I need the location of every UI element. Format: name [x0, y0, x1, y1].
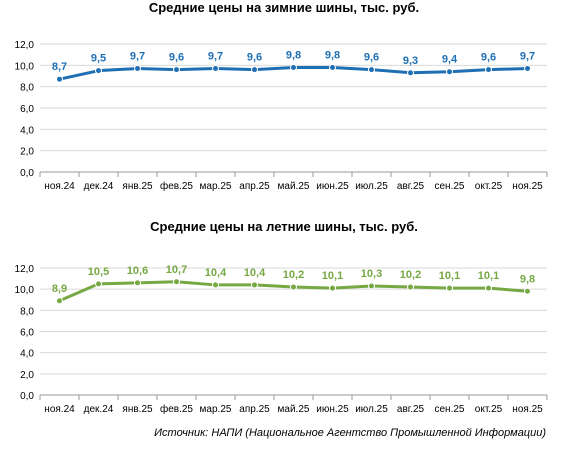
summer-x-tick-label: авг.25: [397, 404, 425, 415]
summer-data-label: 10,4: [205, 267, 227, 279]
summer-data-label: 10,5: [88, 266, 109, 278]
summer-data-point: [290, 283, 297, 291]
summer-data-label: 9,8: [520, 273, 535, 285]
winter-data-point: [446, 68, 453, 76]
summer-y-tick-label: 2,0: [20, 370, 34, 381]
winter-x-tick-label: мар.25: [200, 181, 232, 192]
winter-data-point: [56, 75, 63, 83]
winter-data-label: 9,3: [403, 55, 418, 67]
summer-x-tick-label: ноя.24: [44, 404, 75, 415]
summer-data-label: 10,6: [127, 265, 148, 277]
summer-x-tick-label: дек.24: [84, 404, 114, 415]
summer-x-tick-label: ноя.25: [512, 404, 543, 415]
winter-x-tick-label: июн.25: [316, 181, 349, 192]
winter-data-label: 9,5: [91, 53, 106, 65]
winter-x-tick-label: май.25: [278, 181, 310, 192]
summer-y-tick-label: 12,0: [15, 264, 35, 275]
summer-data-point: [446, 284, 453, 292]
winter-data-point: [524, 65, 531, 73]
winter-data-label: 9,8: [325, 49, 340, 61]
summer-x-tick-label: май.25: [278, 404, 310, 415]
winter-y-tick-label: 4,0: [20, 125, 34, 136]
summer-x-tick-label: июл.25: [355, 404, 388, 415]
summer-x-tick-label: мар.25: [200, 404, 232, 415]
winter-data-point: [95, 67, 102, 75]
summer-y-tick-label: 0,0: [20, 391, 34, 402]
winter-x-tick-label: дек.24: [84, 181, 114, 192]
source-note: Источник: НАПИ (Национальное Агентство П…: [154, 427, 546, 439]
summer-x-tick-label: янв.25: [122, 404, 153, 415]
summer-y-tick-label: 6,0: [20, 328, 34, 339]
summer-data-label: 8,9: [52, 283, 67, 295]
summer-x-tick-label: сен.25: [435, 404, 465, 415]
summer-data-point: [368, 282, 375, 290]
summer-data-label: 10,3: [361, 268, 382, 280]
summer-data-point: [134, 279, 141, 287]
winter-data-point: [134, 65, 141, 73]
summer-x-tick-label: окт.25: [475, 404, 503, 415]
summer-data-point: [329, 284, 336, 292]
winter-y-tick-label: 0,0: [20, 168, 34, 179]
winter-data-point: [329, 63, 336, 71]
winter-data-label: 9,6: [169, 52, 184, 64]
winter-x-tick-label: ноя.25: [512, 181, 543, 192]
winter-y-tick-label: 12,0: [15, 40, 35, 51]
winter-x-tick-label: апр.25: [239, 181, 270, 192]
summer-data-point: [95, 280, 102, 288]
summer-data-label: 10,2: [400, 269, 421, 281]
winter-x-tick-label: сен.25: [435, 181, 465, 192]
winter-data-point: [173, 66, 180, 74]
winter-x-tick-label: авг.25: [397, 181, 425, 192]
summer-x-tick-label: июн.25: [316, 404, 349, 415]
winter-y-tick-label: 10,0: [15, 61, 35, 72]
summer-data-point: [485, 284, 492, 292]
summer-data-point: [56, 297, 63, 305]
winter-x-tick-label: окт.25: [475, 181, 503, 192]
summer-y-tick-label: 8,0: [20, 306, 34, 317]
summer-data-label: 10,1: [322, 270, 343, 282]
summer-data-label: 10,1: [478, 270, 499, 282]
winter-data-label: 9,8: [286, 49, 301, 61]
winter-data-point: [290, 63, 297, 71]
summer-data-point: [251, 281, 258, 289]
summer-data-label: 10,7: [166, 264, 187, 276]
winter-data-point: [251, 66, 258, 74]
winter-data-point: [368, 66, 375, 74]
winter-x-tick-label: июл.25: [355, 181, 388, 192]
winter-y-tick-label: 8,0: [20, 83, 34, 94]
winter-x-tick-label: янв.25: [122, 181, 153, 192]
summer-x-tick-label: фев.25: [160, 403, 193, 415]
winter-data-label: 9,7: [208, 51, 223, 63]
summer-data-point: [407, 283, 414, 291]
winter-chart-title: Средние цены на зимние шины, тыс. руб.: [148, 0, 420, 15]
winter-data-label: 9,7: [130, 51, 145, 63]
winter-data-point: [212, 65, 219, 73]
summer-chart-title: Средние цены на летние шины, тыс. руб.: [150, 219, 418, 234]
winter-data-label: 8,7: [52, 61, 67, 73]
summer-data-label: 10,2: [283, 269, 304, 281]
summer-data-label: 10,1: [439, 270, 460, 282]
winter-data-label: 9,7: [520, 51, 535, 63]
summer-y-tick-label: 10,0: [15, 285, 35, 296]
summer-data-label: 10,4: [244, 267, 266, 279]
summer-data-point: [173, 278, 180, 286]
winter-y-tick-label: 2,0: [20, 147, 34, 158]
winter-x-tick-label: ноя.24: [44, 181, 75, 192]
summer-x-tick-label: апр.25: [239, 404, 270, 415]
winter-data-label: 9,6: [481, 52, 496, 64]
summer-y-tick-label: 4,0: [20, 349, 34, 360]
winter-data-point: [485, 66, 492, 74]
summer-data-point: [524, 287, 531, 295]
winter-data-label: 9,4: [442, 54, 458, 66]
winter-data-label: 9,6: [364, 52, 379, 64]
summer-tires-chart: 0,0 2,0 4,0 6,0 8,0 10,0 12,0 ноя.24 дек.24 янв.2…: [15, 264, 548, 415]
winter-data-point: [407, 69, 414, 77]
winter-data-label: 9,6: [247, 52, 262, 64]
summer-data-point: [212, 281, 219, 289]
winter-x-tick-label: фев.25: [160, 180, 193, 192]
winter-y-tick-label: 6,0: [20, 104, 34, 115]
winter-tires-chart: 0,0 2,0 4,0 6,0 8,0 10,0 12,0 ноя.24 дек.24 янв.2…: [15, 40, 548, 192]
